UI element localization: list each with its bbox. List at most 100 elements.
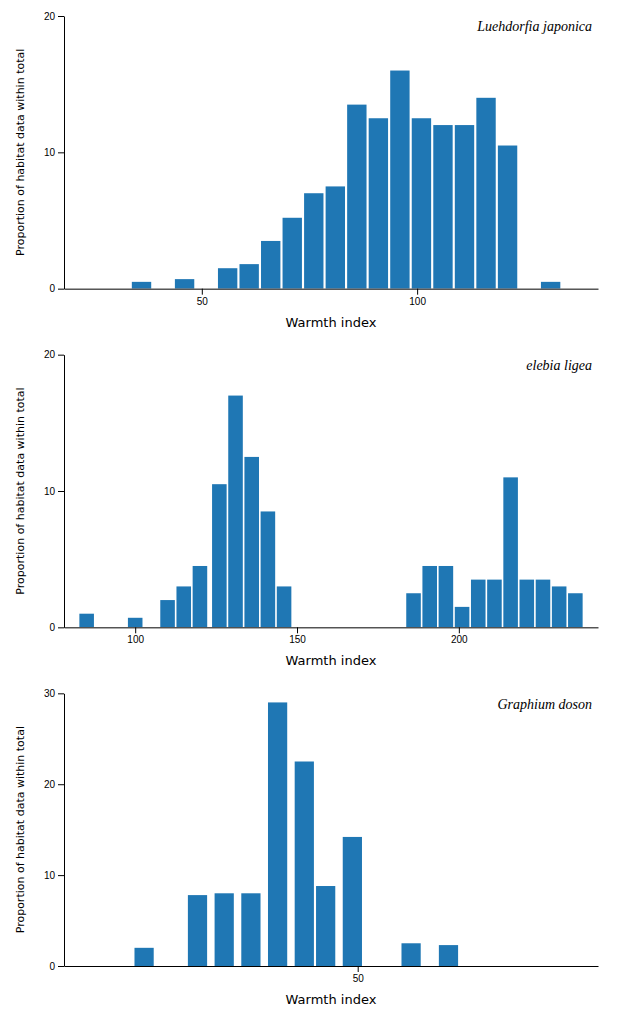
- tick-label: 0: [49, 961, 55, 972]
- bar: [193, 566, 208, 627]
- tick-mark: [58, 693, 64, 694]
- bar: [455, 125, 474, 289]
- axis-line: [64, 355, 65, 628]
- bar: [215, 893, 234, 966]
- bar: [503, 477, 518, 627]
- bar: [304, 193, 323, 288]
- bar: [228, 396, 243, 628]
- bar: [175, 279, 194, 289]
- tick: 200: [451, 627, 468, 645]
- x-axis-title: Warmth index: [286, 992, 377, 1007]
- tick: 50: [353, 966, 365, 984]
- bar: [487, 580, 502, 628]
- tick: 100: [127, 627, 144, 645]
- tick-label: 200: [451, 634, 468, 645]
- bar: [369, 118, 388, 288]
- bar: [476, 98, 495, 289]
- bar: [326, 186, 345, 288]
- tick: 0: [49, 622, 64, 633]
- tick-mark: [135, 627, 136, 633]
- bar: [128, 618, 143, 628]
- bar: [295, 762, 314, 966]
- x-axis: 50: [65, 966, 599, 984]
- bar: [390, 71, 409, 289]
- bar: [439, 566, 454, 627]
- bar: [471, 580, 486, 628]
- tick-label: 50: [353, 973, 365, 984]
- bar: [268, 702, 287, 966]
- tick-mark: [297, 627, 298, 633]
- y-axis: 0 10 20: [44, 11, 65, 295]
- axis-line: [64, 694, 65, 967]
- y-axis-title: Proportion of habitat data within total: [14, 726, 27, 933]
- bar: [343, 837, 362, 966]
- figure: 5010001020Warmth indexProportion of habi…: [0, 0, 620, 1016]
- tick-mark: [202, 289, 203, 295]
- bar: [134, 948, 153, 966]
- bar: [347, 105, 366, 289]
- panel: 10015020001020Warmth indexProportion of …: [14, 349, 599, 668]
- plot-area: [134, 702, 458, 966]
- axis-line: [64, 17, 65, 290]
- bar: [277, 586, 292, 627]
- tick-label: 20: [44, 349, 56, 360]
- bar: [541, 282, 560, 289]
- bar: [79, 614, 94, 628]
- bar: [433, 125, 452, 289]
- bar: [176, 586, 191, 627]
- x-axis-title: Warmth index: [286, 653, 377, 668]
- title: Graphium doson: [497, 697, 592, 712]
- tick: 100: [409, 289, 426, 307]
- tick: 10: [44, 147, 64, 158]
- panel: 50 0 10 20 30 Warmth index Proportion of habit…: [14, 688, 599, 1007]
- tick-label: 50: [197, 296, 209, 307]
- bar: [498, 146, 517, 289]
- tick-mark: [58, 966, 64, 967]
- tick-mark: [417, 289, 418, 295]
- bar: [412, 118, 431, 288]
- bar: [520, 580, 535, 628]
- bar: [261, 241, 280, 289]
- tick-label: 30: [44, 688, 56, 699]
- tick: 0: [49, 283, 64, 294]
- tick: 10: [44, 486, 64, 497]
- tick-label: 10: [44, 147, 56, 158]
- tick-mark: [58, 491, 64, 492]
- tick-mark: [58, 355, 64, 356]
- bar: [241, 893, 260, 966]
- bar: [568, 593, 583, 627]
- bar: [552, 586, 567, 627]
- tick: 10: [44, 870, 64, 881]
- axis-line: [65, 289, 599, 290]
- y-axis: 0 10 20 30: [44, 688, 65, 972]
- tick-mark: [58, 289, 64, 290]
- x-axis-title: Warmth index: [286, 315, 377, 330]
- tick: 20: [44, 349, 64, 360]
- bar: [283, 218, 302, 289]
- tick-label: 20: [44, 11, 56, 22]
- tick: 20: [44, 779, 64, 790]
- tick-label: 10: [44, 486, 56, 497]
- tick-label: 100: [127, 634, 144, 645]
- tick-mark: [358, 966, 359, 972]
- bar: [261, 511, 276, 627]
- bar: [536, 580, 551, 628]
- tick-label: 20: [44, 779, 56, 790]
- tick: 20: [44, 11, 64, 22]
- plot-area: [79, 396, 582, 628]
- y-axis: 0 10 20: [44, 349, 65, 633]
- bar: [455, 607, 470, 627]
- tick-label: 0: [49, 622, 55, 633]
- tick: 0: [49, 961, 64, 972]
- tick-mark: [58, 152, 64, 153]
- y-axis-title: Proportion of habitat data within total: [14, 49, 27, 256]
- tick-mark: [58, 784, 64, 785]
- tick-label: 10: [44, 870, 56, 881]
- tick-mark: [58, 627, 64, 628]
- y-axis-title: Proportion of habitat data within total: [14, 387, 27, 594]
- tick-mark: [58, 875, 64, 876]
- title: elebia ligea: [526, 358, 592, 373]
- plot-area: [132, 71, 560, 289]
- bar: [212, 484, 227, 627]
- bar: [316, 886, 335, 966]
